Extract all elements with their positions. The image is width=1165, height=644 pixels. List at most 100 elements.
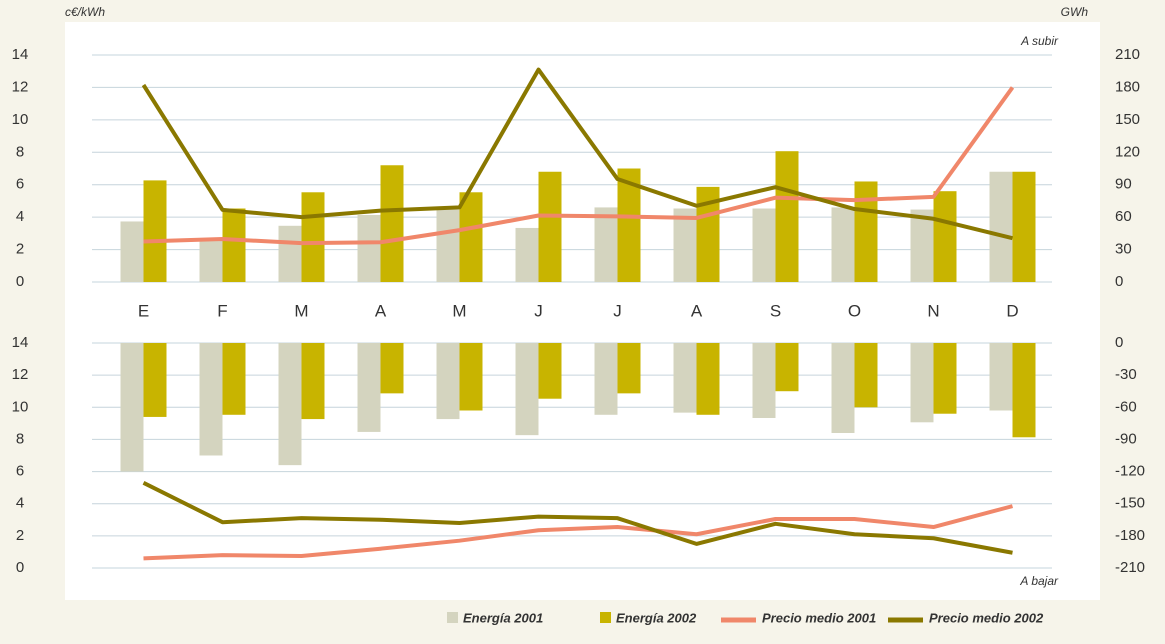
bar [910, 209, 934, 282]
bar [696, 186, 720, 282]
y2-axis-label: GWh [1061, 5, 1089, 19]
y2-tick-label: -150 [1115, 495, 1145, 512]
bar [301, 343, 325, 420]
bar [538, 171, 562, 282]
y-tick-label: 2 [16, 241, 24, 258]
y2-tick-label: 150 [1115, 111, 1140, 128]
y-tick-label: 8 [16, 143, 24, 160]
bar [1012, 171, 1036, 282]
bar [380, 165, 404, 282]
bar [199, 343, 223, 456]
bar [989, 343, 1013, 411]
x-tick-label: J [534, 301, 543, 320]
x-tick-label: E [138, 301, 149, 320]
y2-tick-label: -210 [1115, 559, 1145, 576]
bar [854, 343, 878, 408]
y-tick-label: 12 [12, 78, 29, 95]
bar [594, 207, 618, 282]
y-tick-label: 0 [16, 273, 24, 290]
y-tick-label: 14 [12, 334, 29, 351]
y2-tick-label: 60 [1115, 208, 1132, 225]
y-tick-label: 12 [12, 366, 29, 383]
x-tick-label: N [927, 301, 939, 320]
bar [696, 343, 720, 415]
line [141, 67, 1013, 241]
x-tick-label: F [217, 301, 227, 320]
y2-tick-label: 0 [1115, 273, 1123, 290]
bar [199, 239, 223, 282]
y2-tick-label: -30 [1115, 366, 1137, 383]
y-axis-label: c€/kWh [65, 5, 105, 19]
x-tick-label: A [691, 301, 703, 320]
bar [673, 343, 697, 413]
bar [143, 343, 167, 417]
legend-swatch [600, 612, 611, 623]
y2-tick-label: 120 [1115, 143, 1140, 160]
y-tick-label: 14 [12, 46, 29, 63]
y-tick-label: 6 [16, 176, 24, 193]
bar [278, 225, 302, 282]
bar [222, 343, 246, 415]
bar [752, 208, 776, 282]
bar [357, 214, 381, 282]
x-tick-label: D [1006, 301, 1018, 320]
bar [120, 343, 144, 472]
bar [357, 343, 381, 432]
legend-label: Energía 2002 [616, 610, 697, 625]
y-tick-label: 2 [16, 527, 24, 544]
line [143, 504, 1014, 561]
y2-tick-label: 30 [1115, 241, 1132, 258]
y-tick-label: 4 [16, 208, 24, 225]
bar [989, 171, 1013, 282]
bar [594, 343, 618, 415]
bar [933, 191, 957, 282]
line [142, 481, 1013, 555]
legend-swatch [447, 612, 458, 623]
bar [910, 343, 934, 423]
x-tick-label: J [613, 301, 622, 320]
bar [1012, 343, 1036, 438]
bar [752, 343, 776, 418]
legend-label: Precio medio 2002 [929, 610, 1044, 625]
y2-tick-label: -180 [1115, 527, 1145, 544]
bar [459, 192, 483, 282]
bar [278, 343, 302, 466]
bar [120, 221, 144, 282]
line [143, 86, 1015, 246]
bar [143, 180, 167, 282]
y-tick-label: 4 [16, 495, 24, 512]
bar [933, 343, 957, 414]
bar [436, 343, 460, 420]
bar [436, 209, 460, 282]
bar [538, 343, 562, 399]
bar [775, 151, 799, 282]
bar [617, 168, 641, 282]
bar [301, 192, 325, 282]
y-tick-label: 8 [16, 430, 24, 447]
x-tick-label: O [848, 301, 861, 320]
bar [831, 343, 855, 433]
legend-label: Precio medio 2001 [762, 610, 876, 625]
bar [515, 227, 539, 282]
bar [222, 208, 246, 282]
bar [673, 208, 697, 282]
bar [380, 343, 404, 394]
bar [831, 207, 855, 282]
bar [617, 343, 641, 394]
x-tick-label: S [770, 301, 781, 320]
y-tick-label: 6 [16, 463, 24, 480]
bar [459, 343, 483, 411]
y-tick-label: 0 [16, 559, 24, 576]
bar [775, 343, 799, 392]
x-tick-label: A [375, 301, 387, 320]
y2-tick-label: -90 [1115, 430, 1137, 447]
y-tick-label: 10 [12, 398, 29, 415]
x-tick-label: M [294, 301, 308, 320]
legend-label: Energía 2001 [463, 610, 543, 625]
y2-tick-label: -120 [1115, 463, 1145, 480]
y-tick-label: 10 [12, 111, 29, 128]
bar [515, 343, 539, 436]
y2-tick-label: 0 [1115, 334, 1123, 351]
x-tick-label: M [452, 301, 466, 320]
